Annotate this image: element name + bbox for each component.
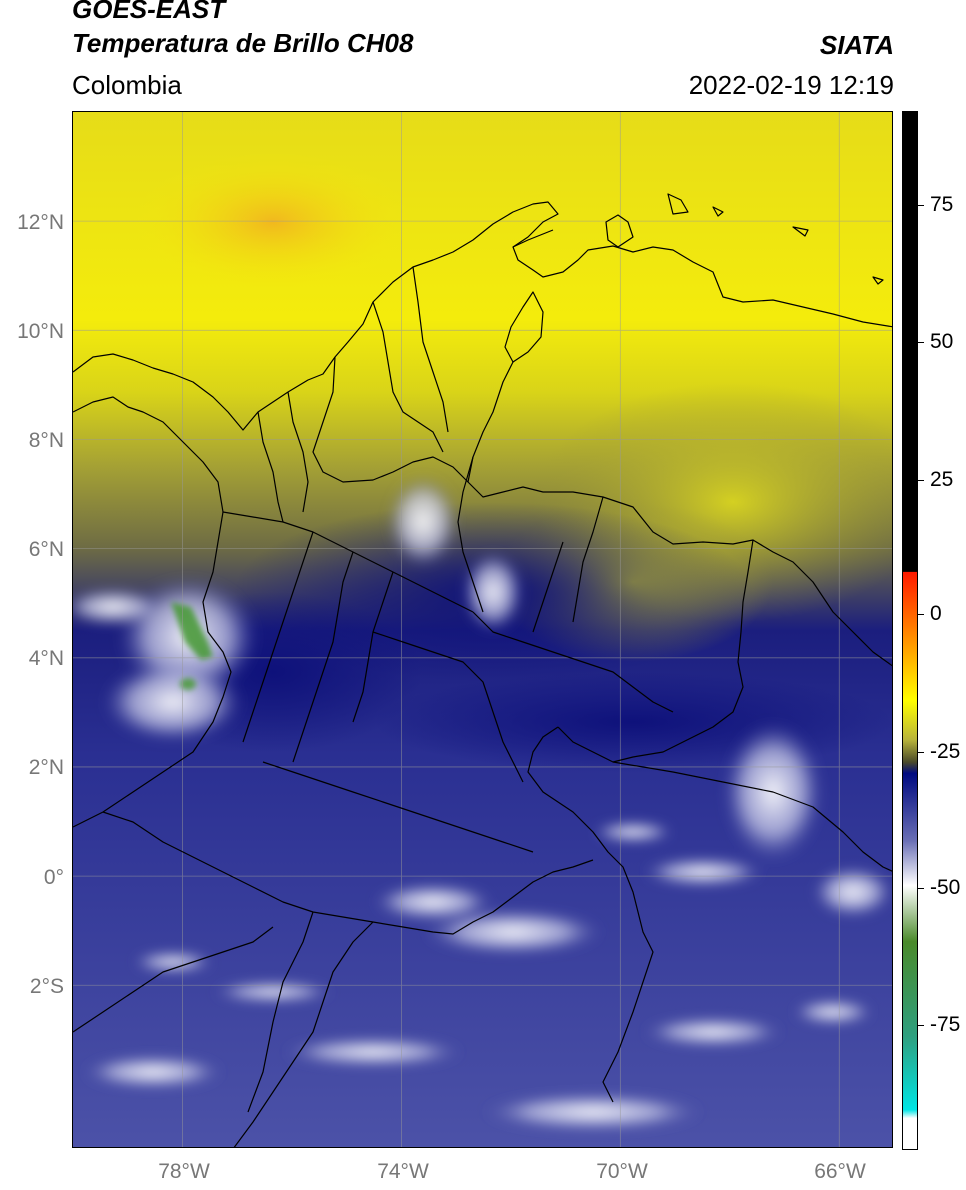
lat-label-2s: 2°S: [29, 975, 64, 998]
cold-cores: [171, 602, 213, 690]
lat-label-6n: 6°N: [28, 538, 64, 561]
lat-label-4n: 4°N: [28, 647, 64, 670]
colorbar-label-75: 75: [930, 193, 954, 216]
lat-label-8n: 8°N: [28, 429, 64, 452]
colorbar-tick: [918, 342, 924, 343]
lon-label-70w: 70°W: [596, 1160, 648, 1183]
region-label: Colombia: [72, 70, 182, 100]
lon-label-66w: 66°W: [814, 1160, 866, 1183]
colorbar-label-0: 0: [930, 602, 942, 625]
lat-label-0: 0°: [43, 866, 64, 889]
lat-label-2n: 2°N: [28, 756, 64, 779]
lon-label-74w: 74°W: [377, 1160, 429, 1183]
colorbar-tick: [918, 1025, 924, 1026]
colorbar-label-50: 50: [930, 330, 954, 353]
colorbar-tick: [918, 480, 924, 481]
warm-spot: [133, 152, 413, 292]
cloud-tops: [73, 477, 892, 1130]
colorbar-tick: [918, 614, 924, 615]
colorbar-label-minus25: -25: [930, 740, 961, 763]
gridlines: [73, 112, 892, 1147]
timestamp-label: 2022-02-19 12:19: [688, 70, 894, 100]
colorbar-tick: [918, 752, 924, 753]
colorbar-label-25: 25: [930, 468, 954, 491]
lat-label-12n: 12°N: [17, 211, 64, 234]
boundaries: [73, 193, 892, 1147]
colorbar: [902, 111, 918, 1150]
colorbar-label-minus75: -75: [930, 1013, 961, 1036]
agency-label: SIATA: [819, 30, 894, 60]
title-satellite: GOES-EAST: [72, 0, 226, 24]
lon-label-78w: 78°W: [158, 1160, 210, 1183]
colorbar-tick: [918, 205, 924, 206]
colorbar-label-minus50: -50: [930, 876, 961, 899]
lat-label-10n: 10°N: [17, 320, 64, 343]
title-product: Temperatura de Brillo CH08: [72, 28, 414, 58]
colorbar-tick: [918, 888, 924, 889]
satellite-map: [72, 111, 893, 1148]
